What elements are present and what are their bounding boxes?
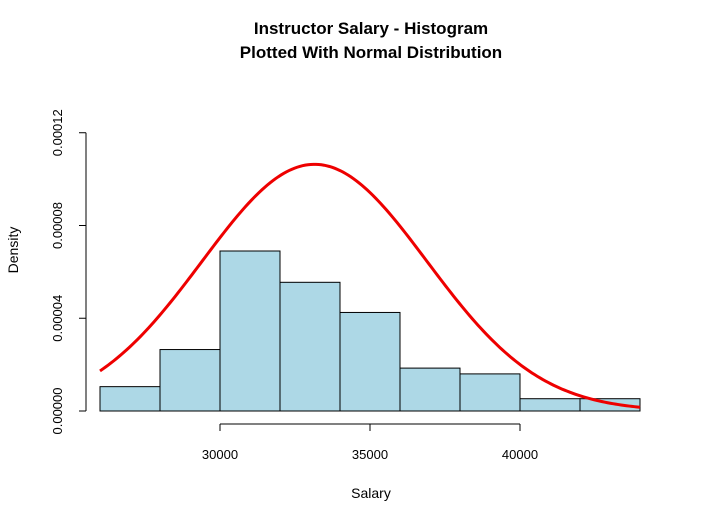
- x-tick-label-0: 30000: [202, 447, 238, 462]
- histogram-bar-3: [279, 281, 341, 412]
- bars-layer: [99, 250, 641, 412]
- x-axis: 30000 35000 40000: [202, 423, 538, 462]
- histogram-bar-4: [339, 311, 401, 412]
- y-tick-label-1: 0.00004: [50, 295, 65, 342]
- x-tick-label-1: 35000: [352, 447, 388, 462]
- y-axis-label: Density: [5, 227, 21, 274]
- y-tick-label-3: 0.00012: [50, 109, 65, 156]
- chart-subtitle: Plotted With Normal Distribution: [240, 43, 502, 62]
- histogram-bar-1: [159, 349, 221, 412]
- normal-curve: [99, 162, 641, 409]
- x-tick-label-2: 40000: [502, 447, 538, 462]
- histogram-bar-5: [399, 367, 461, 412]
- y-axis: 0.00000 0.00004 0.00008 0.00012: [50, 109, 87, 435]
- x-axis-label: Salary: [351, 485, 391, 501]
- y-tick-label-0: 0.00000: [50, 388, 65, 435]
- histogram-bar-7: [519, 398, 581, 412]
- histogram-bar-0: [99, 386, 161, 412]
- y-tick-label-2: 0.00008: [50, 202, 65, 249]
- histogram-bar-2: [219, 250, 281, 412]
- histogram-bar-6: [459, 373, 521, 412]
- histogram-bar-8: [579, 398, 641, 412]
- chart-title: Instructor Salary - Histogram: [254, 19, 488, 38]
- curve-layer: [99, 162, 641, 409]
